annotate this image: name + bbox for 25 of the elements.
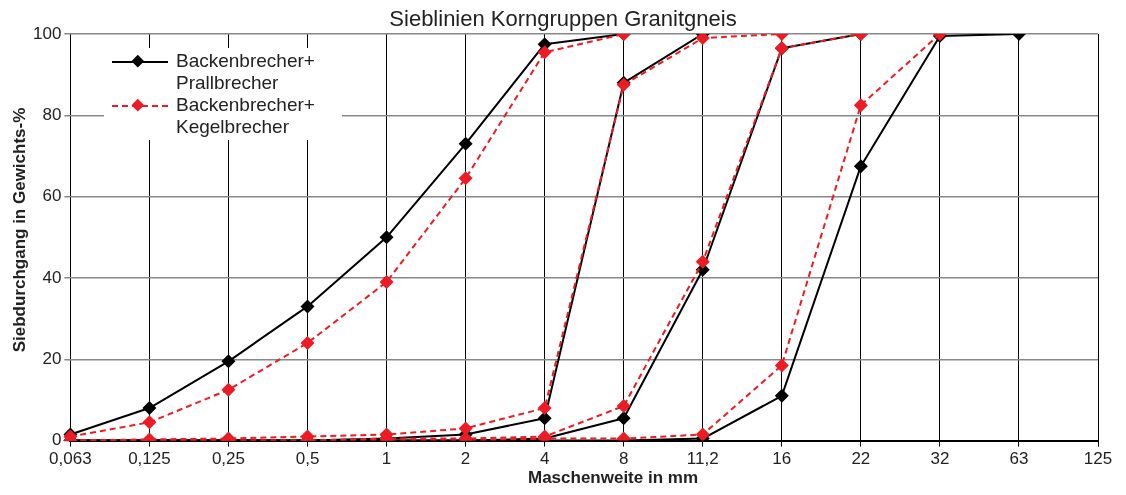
x-axis-title: Maschenweite in mm <box>526 468 700 488</box>
x-tick-label: 0,125 <box>128 449 171 469</box>
x-tick-label: 11,2 <box>686 449 719 469</box>
x-tick-label: 4 <box>539 449 550 469</box>
x-tick-label: 0,25 <box>211 449 246 469</box>
x-tick-label: 22 <box>851 449 871 469</box>
legend-label: Backenbrecher+ Prallbrecher <box>176 50 316 94</box>
y-tick-label: 20 <box>42 348 62 368</box>
x-tick-label: 8 <box>618 449 629 469</box>
y-tick-label: 100 <box>32 23 62 43</box>
y-tick-label: 80 <box>42 105 62 125</box>
x-tick-label: 16 <box>772 449 792 469</box>
x-tick-label: 32 <box>930 449 950 469</box>
y-tick-label: 40 <box>42 267 62 287</box>
x-tick-label: 125 <box>1083 449 1113 469</box>
x-tick-label: 63 <box>1009 449 1029 469</box>
x-tick-label: 1 <box>381 449 392 469</box>
y-tick-label: 0 <box>51 430 62 450</box>
x-tick-label: 0,5 <box>295 449 320 469</box>
x-tick-label: 0,063 <box>49 449 92 469</box>
y-tick-label: 60 <box>42 186 62 206</box>
legend-label: Backenbrecher+ Kegelbrecher <box>176 94 316 138</box>
y-axis-title: Siebdurchgang in Gewichts-% <box>10 106 30 355</box>
chart-title: Sieblinien Korngruppen Granitgneis <box>389 6 737 31</box>
x-tick-label: 2 <box>460 449 471 469</box>
